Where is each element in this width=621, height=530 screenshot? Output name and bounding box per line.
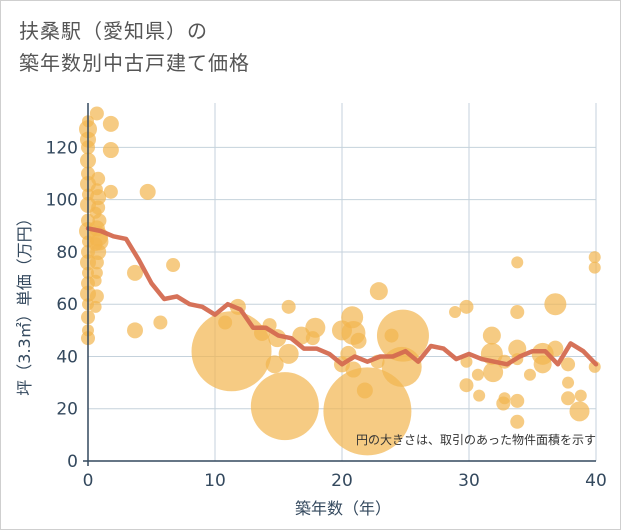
bubble bbox=[265, 355, 284, 374]
bubble bbox=[510, 393, 525, 408]
bubble bbox=[460, 355, 473, 368]
bubble bbox=[191, 311, 272, 392]
y-tick-labels: 0 20 40 60 80 100 120 bbox=[46, 138, 78, 472]
bubble bbox=[471, 368, 484, 381]
bubble bbox=[544, 293, 567, 316]
bubble bbox=[323, 367, 412, 456]
bubble bbox=[90, 189, 107, 206]
trend-line bbox=[85, 226, 599, 367]
bubble bbox=[510, 305, 525, 320]
bubble bbox=[574, 389, 587, 402]
y-tick-label: 40 bbox=[56, 347, 78, 367]
y-tick-label: 60 bbox=[56, 295, 78, 315]
bubble bbox=[482, 326, 501, 345]
bubble bbox=[569, 401, 590, 422]
bubble bbox=[281, 299, 296, 314]
axes bbox=[83, 103, 596, 466]
bubble bbox=[561, 357, 576, 372]
bubble bbox=[89, 289, 104, 304]
bubble bbox=[508, 339, 527, 358]
x-axis-title: 築年数（年） bbox=[295, 499, 391, 518]
bubble bbox=[89, 300, 102, 313]
bubble bbox=[126, 322, 143, 339]
y-tick-label: 80 bbox=[56, 243, 78, 263]
bubble bbox=[588, 251, 601, 264]
bubble bbox=[376, 309, 429, 362]
bubble bbox=[305, 331, 320, 346]
y-tick-label: 100 bbox=[46, 191, 78, 211]
x-tick-label: 30 bbox=[458, 471, 480, 491]
bubble bbox=[250, 372, 319, 441]
bubble bbox=[103, 184, 118, 199]
grid-lines bbox=[88, 103, 597, 461]
x-tick-label: 10 bbox=[204, 471, 226, 491]
bubble bbox=[483, 362, 504, 383]
bubble bbox=[126, 264, 143, 281]
bubble bbox=[547, 340, 564, 357]
bubble bbox=[510, 414, 525, 429]
bubble bbox=[459, 299, 474, 314]
bubble bbox=[459, 378, 474, 393]
bubble bbox=[90, 232, 109, 251]
bubble bbox=[89, 255, 104, 270]
bubble bbox=[561, 391, 576, 406]
bubble bbox=[102, 142, 119, 159]
bubble bbox=[91, 171, 106, 186]
trend-line-group bbox=[85, 226, 599, 367]
bubble bbox=[449, 306, 462, 319]
bubble bbox=[89, 274, 102, 287]
y-axis-title: 坪（3.3㎡）単価（万円） bbox=[15, 210, 34, 395]
bubble bbox=[139, 183, 156, 200]
bubble bbox=[102, 115, 119, 132]
bubble-size-note: 円の大きさは、取引のあった物件面積を示す bbox=[356, 432, 596, 447]
bubble bbox=[369, 282, 388, 301]
bubble bbox=[350, 332, 367, 349]
x-tick-label: 0 bbox=[83, 471, 94, 491]
bubble bbox=[562, 376, 575, 389]
bubble bbox=[89, 106, 104, 121]
bubble bbox=[588, 261, 601, 274]
x-tick-label: 20 bbox=[331, 471, 353, 491]
x-tick-labels: 0 10 20 30 40 bbox=[83, 471, 607, 491]
bubble bbox=[473, 389, 486, 402]
chart-title-line-2: 築年数別中古戸建て価格 bbox=[19, 51, 250, 75]
bubble bbox=[153, 315, 168, 330]
bubble bbox=[511, 256, 524, 269]
y-tick-label: 120 bbox=[46, 138, 78, 158]
x-tick-label: 40 bbox=[585, 471, 607, 491]
bubble bbox=[166, 258, 181, 273]
bubble bbox=[523, 368, 536, 381]
y-tick-label: 0 bbox=[67, 452, 78, 472]
bubble bbox=[498, 392, 511, 405]
bubble bbox=[278, 343, 299, 364]
y-tick-label: 20 bbox=[56, 400, 78, 420]
bubbles bbox=[79, 106, 601, 456]
chart-title-line-1: 扶桑駅（愛知県）の bbox=[19, 19, 208, 43]
bubble bbox=[533, 355, 552, 374]
chart-title: 扶桑駅（愛知県）の 築年数別中古戸建て価格 bbox=[19, 15, 250, 79]
